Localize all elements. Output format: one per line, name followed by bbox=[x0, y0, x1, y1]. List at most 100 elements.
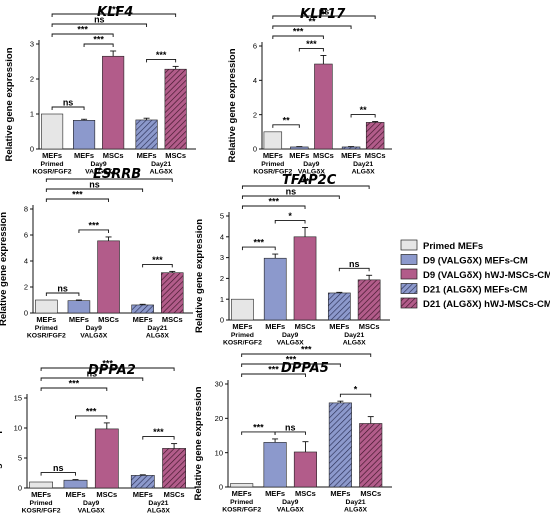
significance-bracket bbox=[241, 246, 276, 251]
group-label: Day21 bbox=[346, 499, 366, 506]
significance-label: *** bbox=[268, 365, 279, 375]
significance-bracket bbox=[241, 363, 341, 367]
y-tick-label: 3 bbox=[30, 40, 34, 49]
significance-bracket bbox=[142, 263, 173, 268]
group-label: KOSR/FGF2 bbox=[27, 333, 66, 340]
bar-3 bbox=[130, 475, 155, 489]
category-label: MSCs bbox=[295, 322, 316, 331]
y-tick-label: 5 bbox=[18, 454, 22, 463]
significance-label: *** bbox=[293, 27, 304, 37]
significance-bracket bbox=[83, 43, 114, 47]
y-tick-label: 6 bbox=[24, 231, 28, 240]
y-tick-label: 0 bbox=[24, 309, 28, 318]
category-label: MEFs bbox=[133, 315, 153, 324]
y-tick-label: 2 bbox=[30, 75, 34, 84]
group-label: KOSR/FGF2 bbox=[223, 340, 262, 347]
category-label: MEFs bbox=[330, 489, 350, 498]
significance-bracket bbox=[274, 219, 306, 224]
group-label: KOSR/FGF2 bbox=[253, 169, 292, 176]
y-tick-label: 15 bbox=[14, 394, 22, 403]
category-label: MEFs bbox=[289, 151, 309, 160]
significance-bracket bbox=[45, 292, 80, 296]
y-axis-label: Relative gene expression bbox=[193, 386, 204, 500]
category-label: MEFs bbox=[133, 490, 153, 499]
category-label: MSCs bbox=[162, 315, 183, 324]
group-label: Primed bbox=[231, 332, 254, 339]
y-axis-label: Relative gene expression bbox=[227, 48, 238, 162]
significance-label: *** bbox=[77, 25, 88, 35]
bar-0 bbox=[263, 131, 283, 150]
significance-bracket bbox=[45, 188, 144, 192]
category-label: MEFs bbox=[137, 151, 157, 160]
significance-bracket bbox=[45, 178, 173, 182]
group-label: Day21 bbox=[344, 332, 364, 339]
significance-label: *** bbox=[88, 220, 99, 230]
bar-4 bbox=[162, 448, 186, 489]
group-label: KOSR/FGF2 bbox=[33, 169, 72, 176]
legend-label: D21 (ALGδX) MEFs-CM bbox=[423, 285, 528, 296]
chart-panel-dppa5: DPPA5 Relative gene expression 0 10 20 30 MEFs… bbox=[193, 345, 392, 514]
group-label: Day9 bbox=[282, 499, 298, 506]
category-label: MSCs bbox=[360, 489, 381, 498]
bar-1 bbox=[63, 479, 88, 489]
bar-1 bbox=[263, 257, 287, 321]
group-label: ALGδX bbox=[352, 169, 375, 176]
y-tick-label: 2 bbox=[220, 274, 224, 283]
significance-bracket bbox=[40, 472, 76, 476]
group-label: VALGδX bbox=[80, 333, 107, 340]
chart-panel-esrrb: ESRRB Relative gene expression 0 2 4 6 8 MEFs ME… bbox=[0, 167, 193, 340]
category-label: MEFs bbox=[265, 489, 285, 498]
category-label: MSCs bbox=[359, 322, 380, 331]
significance-bracket bbox=[272, 35, 324, 39]
bar-2 bbox=[314, 63, 333, 150]
y-tick-label: 2 bbox=[24, 283, 28, 292]
category-label: MEFs bbox=[265, 322, 285, 331]
significance-bracket bbox=[40, 367, 175, 371]
group-label: Day21 bbox=[147, 325, 167, 332]
y-tick-label: 20 bbox=[215, 414, 223, 423]
y-tick-label: 4 bbox=[220, 232, 224, 241]
bar-3 bbox=[327, 292, 351, 321]
significance-label: *** bbox=[253, 422, 264, 432]
chart-panel-tfap2c: TFAP2C Relative gene expression 0 1 2 3 4 5 MEFs… bbox=[194, 173, 390, 347]
y-tick-label: 4 bbox=[24, 257, 28, 266]
y-tick-label: 10 bbox=[215, 448, 223, 457]
significance-label: *** bbox=[301, 345, 312, 355]
significance-bracket bbox=[241, 195, 340, 199]
category-label: MSCs bbox=[365, 151, 386, 160]
y-tick-label: 3 bbox=[220, 253, 224, 262]
panel-title: DPPA5 bbox=[281, 361, 329, 376]
category-label: MEFs bbox=[36, 315, 56, 324]
category-label: MSCs bbox=[96, 490, 117, 499]
significance-bracket bbox=[272, 25, 352, 29]
bar-0 bbox=[35, 299, 58, 314]
significance-bracket bbox=[75, 415, 108, 419]
y-tick-label: 0 bbox=[220, 316, 224, 325]
group-label: Day9 bbox=[303, 161, 319, 168]
group-label: KOSR/FGF2 bbox=[22, 508, 61, 515]
legend-label: D9 (VALGδX) MEFs-CM bbox=[423, 256, 528, 267]
significance-label: ** bbox=[302, 177, 310, 187]
category-label: MSCs bbox=[165, 151, 186, 160]
group-label: ALGδX bbox=[344, 507, 367, 514]
bar-1 bbox=[73, 120, 96, 150]
legend-label: Primed MEFs bbox=[423, 241, 483, 252]
significance-bracket bbox=[339, 393, 372, 398]
significance-bracket bbox=[338, 267, 370, 272]
significance-label: ns bbox=[57, 284, 68, 294]
significance-label: *** bbox=[69, 379, 80, 389]
significance-label: * bbox=[354, 385, 358, 395]
significance-label: ns bbox=[94, 15, 105, 25]
y-tick-label: 1 bbox=[220, 295, 224, 304]
group-label: VALGδX bbox=[277, 507, 304, 514]
y-axis-label: Relative gene expression bbox=[0, 212, 9, 326]
bar-2 bbox=[94, 428, 119, 489]
y-tick-label: 8 bbox=[24, 205, 28, 214]
group-label: Primed bbox=[35, 325, 58, 332]
legend-label: D21 (ALGδX) hWJ-MSCs-CM bbox=[423, 299, 550, 310]
panel-title: DPPA2 bbox=[88, 363, 136, 378]
significance-bracket bbox=[51, 13, 177, 17]
bar-4 bbox=[357, 279, 381, 321]
group-label: VALGδX bbox=[298, 169, 325, 176]
